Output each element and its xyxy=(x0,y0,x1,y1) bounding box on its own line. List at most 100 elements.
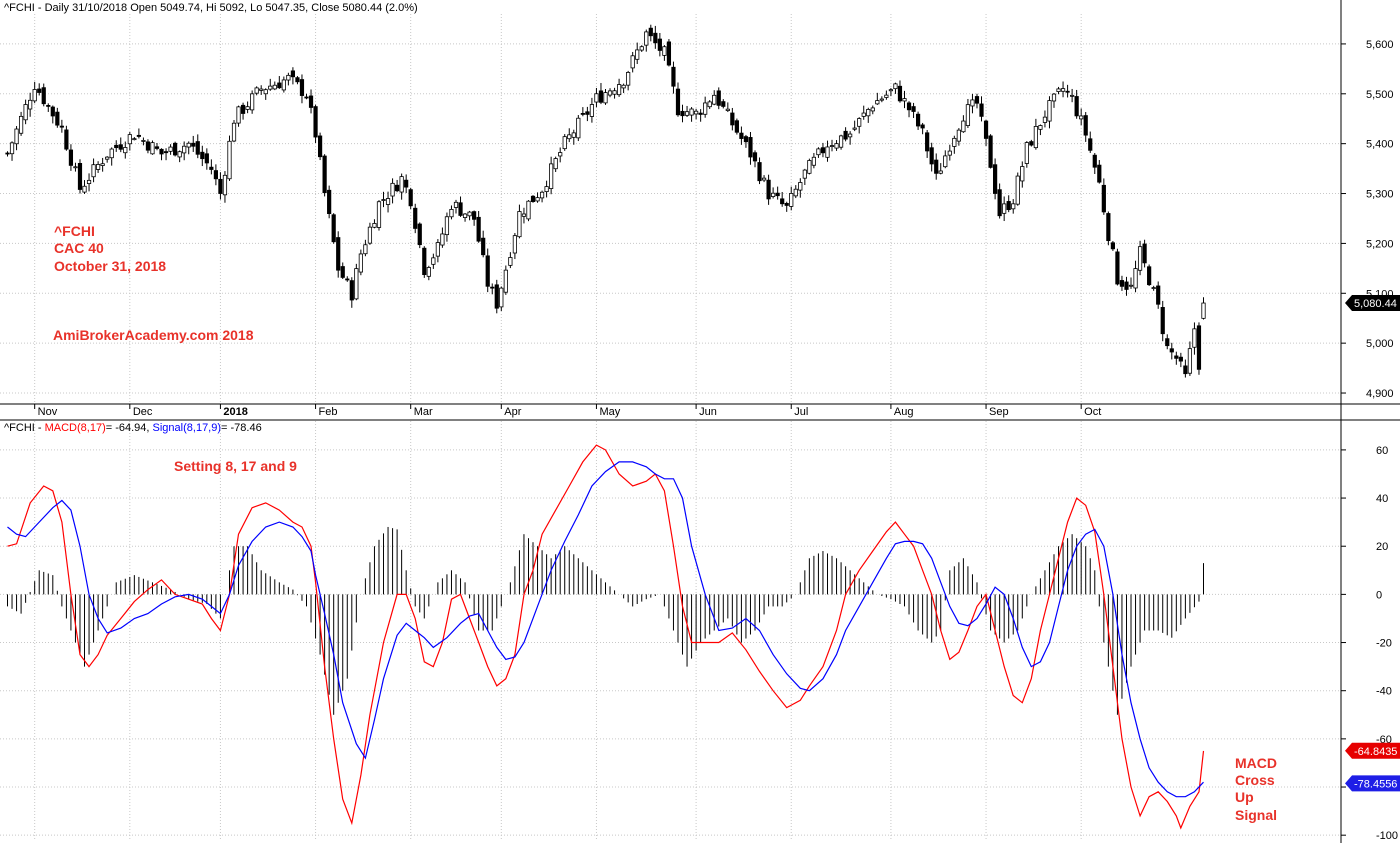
candle-body-up xyxy=(32,89,37,102)
candle xyxy=(1165,334,1170,350)
candle-body-up xyxy=(86,179,92,185)
price-tick-label: 4,900 xyxy=(1366,388,1394,400)
annotation-cross: Cross xyxy=(1235,772,1275,788)
candle xyxy=(182,141,187,161)
candle xyxy=(1156,281,1161,309)
candle xyxy=(911,102,916,118)
candle xyxy=(358,249,363,276)
candle xyxy=(14,126,19,151)
candle-body-down xyxy=(331,214,336,243)
candle xyxy=(870,105,875,115)
candle-body-down xyxy=(395,184,400,192)
candle-body-down xyxy=(1101,184,1106,213)
candle xyxy=(1137,240,1143,276)
candle xyxy=(59,119,64,133)
candle xyxy=(816,147,821,158)
annotation-macd: MACD xyxy=(1235,755,1277,771)
candle-body-up xyxy=(725,108,730,111)
candle xyxy=(127,132,132,151)
candle-body-up xyxy=(141,140,146,142)
candle-body-up xyxy=(535,197,540,202)
candle-body-down xyxy=(304,96,309,99)
candle xyxy=(825,140,830,162)
candle-body-up xyxy=(1011,203,1016,210)
candle xyxy=(1110,241,1115,251)
candle xyxy=(730,107,735,131)
candle xyxy=(603,88,608,105)
candle xyxy=(100,157,105,172)
candle-body-up xyxy=(268,85,273,90)
candle-body-down xyxy=(345,278,350,281)
candle-body-up xyxy=(558,152,563,157)
candle-body-down xyxy=(934,159,939,174)
candle-body-up xyxy=(100,163,105,166)
candle xyxy=(952,135,957,154)
candle-body-down xyxy=(653,32,658,44)
candle-body-down xyxy=(404,179,409,188)
candle xyxy=(544,180,549,198)
candle xyxy=(1029,139,1034,147)
candle xyxy=(159,148,164,161)
candle-body-down xyxy=(1160,307,1165,335)
candle xyxy=(55,107,60,128)
candle-body-up xyxy=(354,268,359,300)
candle-body-up xyxy=(621,84,626,89)
candle-body-up xyxy=(1056,88,1061,92)
candle-body-down xyxy=(163,151,169,154)
candle-body-up xyxy=(829,145,835,147)
candle xyxy=(499,286,504,312)
candle-body-down xyxy=(1169,348,1174,353)
candle xyxy=(716,87,721,110)
candle-body-down xyxy=(766,179,771,200)
candle xyxy=(9,141,15,161)
candle-body-up xyxy=(952,137,957,147)
candle-body-up xyxy=(549,163,554,189)
candle-body-up xyxy=(526,200,531,220)
candle-body-down xyxy=(739,132,744,139)
candle-body-up xyxy=(28,99,33,110)
candle xyxy=(635,42,640,65)
annotation-setting: Setting 8, 17 and 9 xyxy=(174,458,297,474)
candle-body-up xyxy=(1051,93,1057,102)
candle xyxy=(472,210,477,226)
candle xyxy=(639,45,644,52)
candle-body-up xyxy=(1133,268,1138,289)
candle xyxy=(23,99,28,125)
candle xyxy=(490,283,495,295)
last-price-tag-bg xyxy=(1345,295,1400,312)
candle-body-down xyxy=(490,286,495,289)
candle xyxy=(965,98,971,129)
candle xyxy=(630,51,635,73)
candle xyxy=(467,210,472,221)
candle-body-down xyxy=(1083,115,1088,136)
month-label: Jun xyxy=(699,406,717,418)
candle xyxy=(82,180,87,195)
candle xyxy=(1187,341,1193,376)
candle-body-up xyxy=(712,94,717,105)
candle xyxy=(431,253,436,269)
candle xyxy=(354,263,359,301)
candle xyxy=(938,163,943,175)
candle-body-down xyxy=(1119,280,1125,287)
candle-body-down xyxy=(675,88,681,116)
candle-body-up xyxy=(603,92,608,104)
candle xyxy=(458,196,463,217)
price-tick-label: 5,600 xyxy=(1366,39,1394,51)
candle xyxy=(1169,342,1174,360)
candle-body-down xyxy=(993,164,998,194)
candle xyxy=(721,99,726,109)
candle xyxy=(118,137,123,153)
candle xyxy=(476,210,481,243)
candle-body-down xyxy=(925,132,930,152)
candle xyxy=(86,173,92,192)
candle xyxy=(571,129,576,145)
candle-body-up xyxy=(73,166,78,169)
candle-body-down xyxy=(1029,141,1034,146)
candle xyxy=(331,213,336,244)
candle-body-up xyxy=(544,186,549,193)
candle-body-down xyxy=(408,189,413,207)
candle-body-up xyxy=(381,199,386,201)
candle xyxy=(154,142,160,151)
candle xyxy=(925,129,930,158)
last-price-tag-text: 5,080.44 xyxy=(1354,298,1397,310)
